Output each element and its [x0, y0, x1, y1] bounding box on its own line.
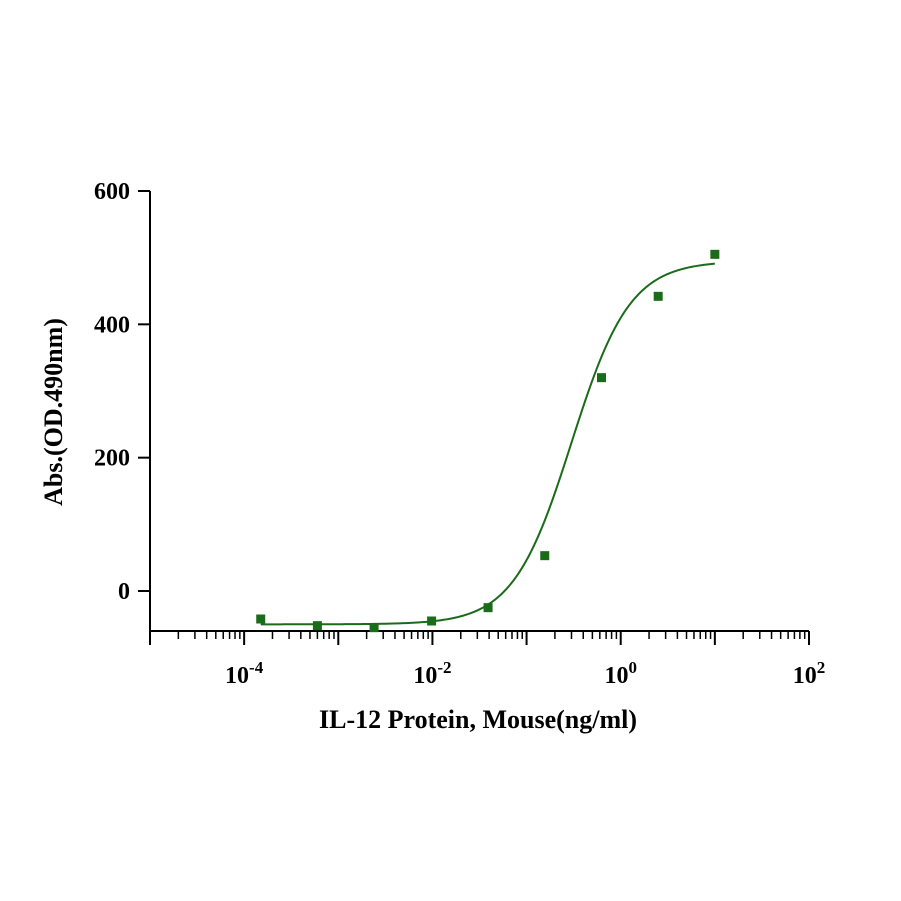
y-tick-label: 0: [118, 579, 130, 605]
data-point: [483, 603, 493, 613]
x-axis-title: IL-12 Protein, Mouse(ng/ml): [319, 705, 637, 734]
x-tick-label: 10-4: [225, 658, 264, 689]
data-point: [369, 623, 379, 633]
data-point: [427, 616, 437, 626]
data-point: [596, 373, 606, 383]
data-point: [710, 249, 720, 259]
y-tick-label: 400: [94, 312, 130, 338]
x-tick-label: 102: [793, 658, 826, 689]
data-point: [312, 621, 322, 631]
data-points: [256, 249, 720, 633]
fit-curve: [260, 262, 715, 626]
fit-curve-group: [260, 262, 715, 626]
y-tick-label: 200: [94, 446, 130, 472]
x-tick-label: 100: [604, 658, 637, 689]
data-point: [653, 291, 663, 301]
y-tick-label: 600: [94, 179, 130, 205]
data-point: [256, 614, 266, 624]
y-axis-title: Abs.(OD.490nm): [39, 318, 68, 506]
axes: 0 200 400 600 10-4 10-2 100 102: [94, 179, 825, 689]
data-point: [540, 551, 550, 561]
x-tick-label: 10-2: [413, 658, 451, 689]
